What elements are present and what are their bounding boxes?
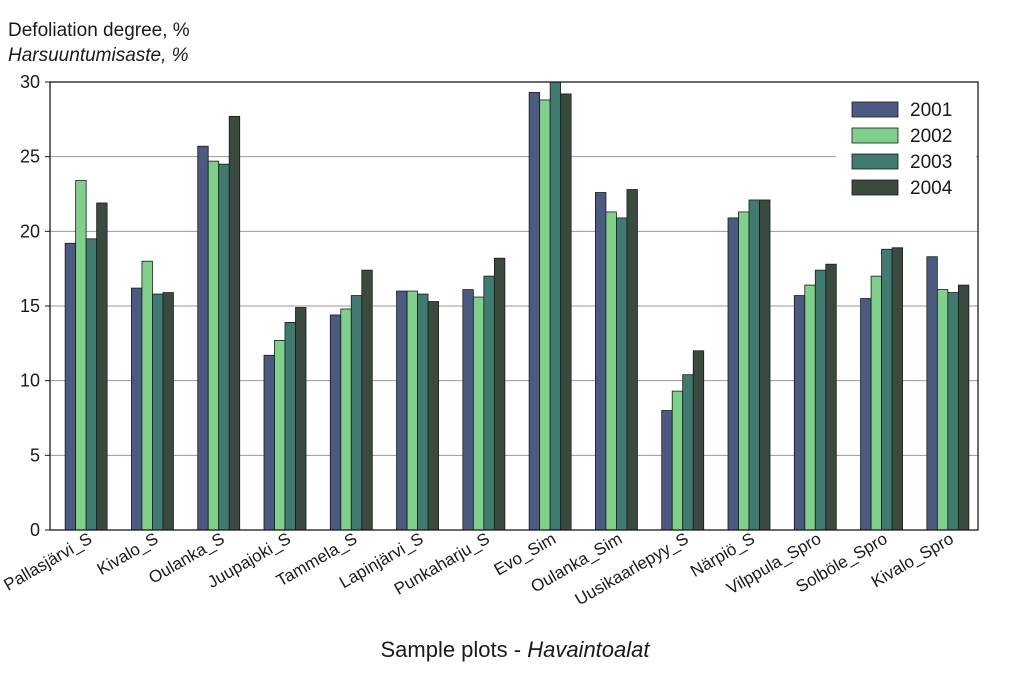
- y-tick-labels: 0 5 10 15 20 25 30: [20, 72, 40, 540]
- bar: [96, 202, 108, 531]
- bar: [218, 163, 230, 531]
- bar: [329, 314, 342, 531]
- bar: [131, 287, 143, 531]
- y-tick-label: 20: [20, 221, 40, 241]
- bar: [396, 290, 408, 531]
- bar: [197, 145, 209, 531]
- bar: [274, 339, 286, 531]
- legend-label: 2003: [910, 152, 952, 173]
- bar: [340, 308, 352, 531]
- bar: [263, 354, 275, 531]
- bar: [295, 307, 307, 531]
- legend-label: 2001: [910, 100, 952, 121]
- bar: [661, 410, 673, 531]
- bar: [748, 199, 760, 531]
- bar: [804, 284, 816, 531]
- bar: [682, 374, 694, 531]
- x-tick-label: Uusikaarlepyy_S: [572, 529, 692, 609]
- bar: [727, 217, 739, 531]
- x-axis-label-english: Sample plots -: [380, 637, 527, 662]
- y-axis-label-english: Defoliation degree, %: [8, 20, 190, 41]
- x-axis-label-finnish: Havaintoalat: [527, 637, 650, 662]
- bar: [605, 211, 617, 531]
- bar: [483, 275, 495, 531]
- bar: [85, 238, 98, 531]
- bar: [671, 390, 684, 531]
- legend-swatch: [851, 101, 899, 118]
- bar: [462, 289, 474, 531]
- x-tick-labels: Pallasjärvi_SKivalo_SOulanka_SJuupajoki_…: [1, 529, 957, 609]
- y-tick-label: 30: [20, 72, 40, 92]
- bar: [152, 293, 164, 531]
- bar: [64, 242, 77, 531]
- y-tick-label: 10: [20, 371, 40, 391]
- legend-swatch: [851, 179, 899, 196]
- bar: [759, 199, 771, 531]
- legend-label: 2002: [910, 126, 952, 147]
- bar: [472, 296, 485, 531]
- bar: [947, 292, 959, 531]
- bar: [926, 256, 938, 531]
- bar: [549, 81, 562, 531]
- bar: [860, 298, 872, 531]
- legend-label: 2004: [910, 178, 953, 199]
- bar: [75, 180, 87, 531]
- bar: [228, 115, 241, 531]
- y-tick-label: 15: [20, 296, 40, 316]
- bar: [738, 211, 750, 531]
- bar: [560, 93, 572, 531]
- bar: [284, 322, 296, 531]
- bar: [814, 269, 827, 531]
- bars: [64, 81, 970, 531]
- bar: [207, 160, 220, 531]
- bar: [417, 293, 429, 531]
- x-axis-label: Sample plots - Havaintoalat: [380, 637, 650, 662]
- bar: [793, 295, 806, 531]
- bar: [957, 284, 970, 531]
- bar: [162, 292, 174, 531]
- bar: [528, 92, 541, 531]
- x-tick-label: Pallasjärvi_S: [1, 529, 96, 595]
- bar: [350, 295, 363, 531]
- bar: [539, 99, 551, 531]
- y-tick-label: 25: [20, 147, 40, 167]
- bar: [361, 269, 373, 531]
- legend: 2001 2002 2003 2004: [836, 92, 976, 206]
- bar: [595, 192, 607, 531]
- y-tick-label: 5: [30, 445, 40, 465]
- bar: [870, 275, 882, 531]
- axes: [45, 81, 979, 531]
- bar: [406, 290, 418, 531]
- bar: [616, 217, 628, 531]
- bar: [881, 248, 893, 531]
- bar: [427, 301, 439, 531]
- y-tick-label: 0: [30, 520, 40, 540]
- bar: [626, 189, 638, 531]
- bar: [141, 260, 153, 531]
- legend-swatch: [851, 153, 899, 170]
- legend-swatch: [851, 127, 899, 144]
- y-axis-label-finnish: Harsuuntumisaste, %: [8, 45, 189, 66]
- bar: [692, 350, 705, 531]
- bar: [891, 247, 903, 531]
- bar: [493, 257, 506, 531]
- bar: [936, 289, 949, 531]
- bar: [825, 263, 837, 531]
